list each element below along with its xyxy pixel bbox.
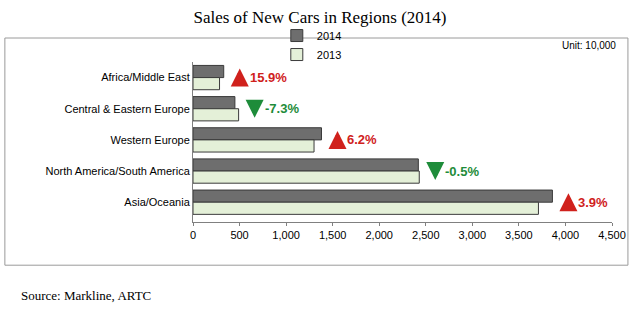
svg-text:1,000: 1,000	[272, 229, 300, 241]
svg-text:3.9%: 3.9%	[578, 195, 608, 210]
svg-text:Source: Markline, ARTC: Source: Markline, ARTC	[21, 288, 151, 303]
svg-text:2,000: 2,000	[365, 229, 393, 241]
svg-text:500: 500	[230, 229, 248, 241]
svg-text:4,500: 4,500	[598, 229, 626, 241]
svg-text:2014: 2014	[317, 30, 341, 42]
svg-text:0: 0	[190, 229, 196, 241]
svg-text:3,000: 3,000	[459, 229, 487, 241]
svg-text:Central & Eastern Europe: Central & Eastern Europe	[64, 103, 189, 115]
svg-text:15.9%: 15.9%	[250, 70, 287, 85]
svg-text:Unit: 10,000: Unit: 10,000	[562, 40, 616, 51]
svg-text:1,500: 1,500	[319, 229, 347, 241]
svg-text:6.2%: 6.2%	[347, 132, 377, 147]
svg-text:-0.5%: -0.5%	[445, 164, 479, 179]
svg-text:Western Europe: Western Europe	[111, 134, 190, 146]
svg-text:4,000: 4,000	[552, 229, 580, 241]
svg-text:Asia/Oceania: Asia/Oceania	[124, 196, 190, 208]
svg-text:3,500: 3,500	[505, 229, 533, 241]
svg-text:2013: 2013	[317, 49, 341, 61]
svg-text:North America/South America: North America/South America	[46, 165, 191, 177]
svg-text:-7.3%: -7.3%	[265, 101, 299, 116]
svg-text:Sales of New Cars in Regions (: Sales of New Cars in Regions (2014)	[193, 8, 446, 27]
svg-text:Africa/Middle East: Africa/Middle East	[101, 71, 190, 83]
svg-text:2,500: 2,500	[412, 229, 440, 241]
